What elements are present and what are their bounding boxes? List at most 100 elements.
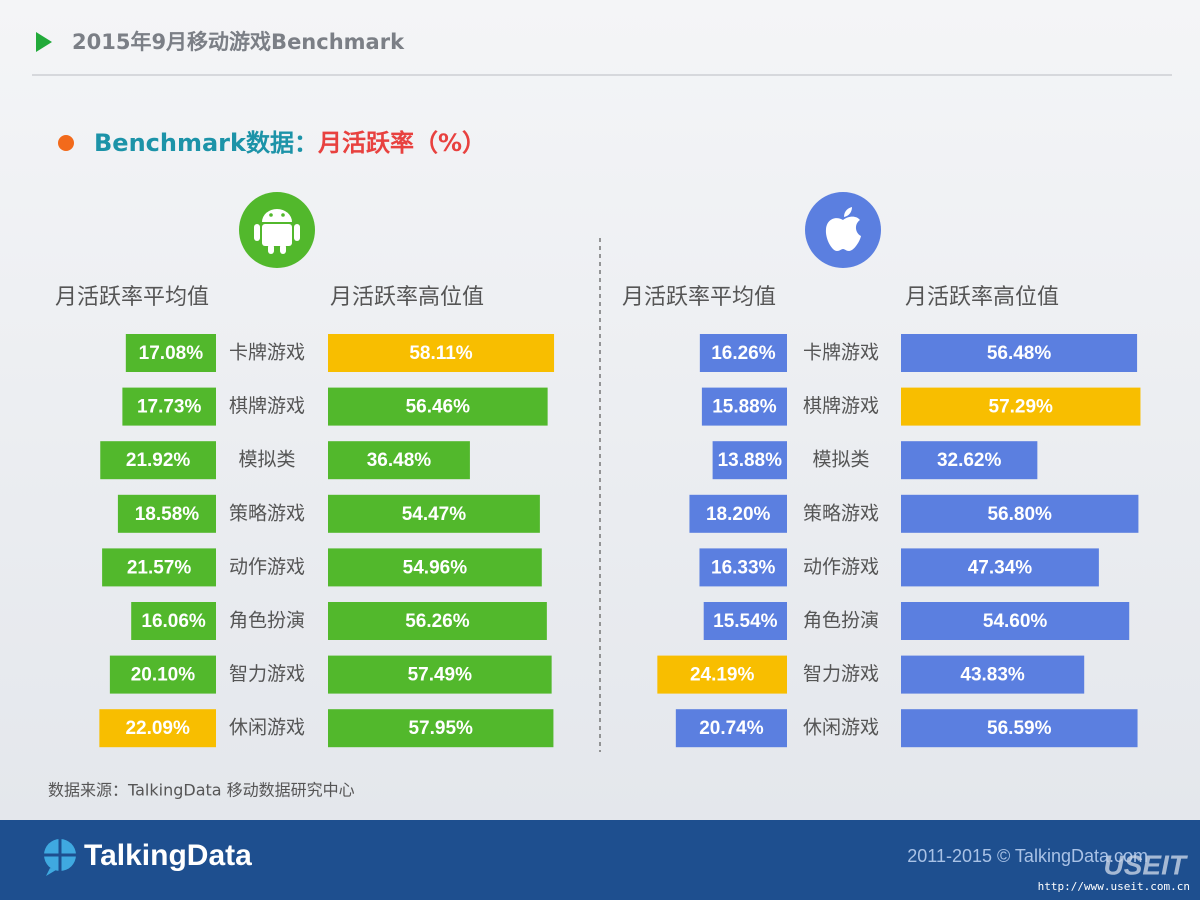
category-label: 模拟类 [238, 449, 295, 471]
bar [102, 548, 216, 587]
category-label: 角色扮演 [803, 610, 879, 632]
data-label: 43.83% [960, 665, 1025, 686]
data-label: 21.92% [126, 450, 191, 471]
category-label: 角色扮演 [229, 610, 305, 632]
bar [901, 548, 1099, 587]
data-label: 15.54% [713, 611, 778, 632]
bar [689, 494, 787, 533]
data-label: 56.48% [987, 343, 1052, 364]
series-header: 月活跃率平均值 [55, 285, 209, 310]
category-label: 休闲游戏 [229, 717, 305, 739]
bullet [58, 135, 74, 151]
data-label: 56.80% [987, 504, 1052, 525]
data-label: 57.95% [408, 718, 473, 739]
bar [901, 441, 1038, 480]
series-header: 月活跃率高位值 [330, 285, 484, 310]
bar [328, 441, 470, 480]
data-label: 17.08% [139, 343, 204, 364]
data-label: 54.47% [402, 504, 467, 525]
data-label: 16.33% [711, 557, 776, 578]
subtitle-lead: Benchmark数据： [94, 129, 318, 157]
data-label: 20.10% [131, 665, 196, 686]
bar [328, 334, 555, 372]
data-label: 36.48% [367, 450, 432, 471]
bar [100, 441, 216, 480]
bar [901, 494, 1139, 533]
logo-mark [44, 839, 76, 876]
data-label: 56.59% [987, 718, 1052, 739]
bar [328, 602, 547, 640]
android-icon [239, 192, 315, 268]
source: 数据来源：TalkingData 移动数据研究中心 [48, 781, 355, 800]
category-label: 模拟类 [812, 449, 869, 471]
data-label: 15.88% [712, 397, 777, 418]
category-label: 策略游戏 [803, 502, 879, 524]
category-label: 动作游戏 [803, 556, 879, 578]
data-label: 57.49% [408, 665, 473, 686]
bar [328, 709, 554, 748]
data-label: 32.62% [937, 450, 1002, 471]
data-label: 18.20% [706, 504, 771, 525]
category-label: 棋牌游戏 [229, 395, 305, 417]
bar [712, 441, 787, 480]
series-header: 月活跃率平均值 [622, 285, 776, 310]
bar [675, 709, 787, 748]
bar [699, 334, 787, 372]
data-label: 20.74% [699, 718, 764, 739]
bar [328, 387, 548, 426]
category-label: 卡牌游戏 [229, 342, 305, 364]
subtitle-metric: 月活跃率（%） [317, 129, 486, 157]
category-label: 卡牌游戏 [803, 342, 879, 364]
data-label: 54.96% [403, 557, 468, 578]
bar [328, 548, 542, 587]
data-label: 13.88% [718, 450, 783, 471]
data-label: 56.26% [405, 611, 470, 632]
bar [122, 387, 216, 426]
bar [703, 602, 787, 640]
footer-copyright: 2011-2015 © TalkingData.com [907, 846, 1148, 866]
category-label: 休闲游戏 [803, 717, 879, 739]
subtitle: Benchmark数据：月活跃率（%） [94, 129, 486, 157]
data-label: 16.06% [141, 611, 206, 632]
category-label: 智力游戏 [229, 663, 305, 685]
watermark: USEIT [1104, 849, 1189, 880]
data-label: 47.34% [968, 557, 1033, 578]
data-label: 58.11% [409, 343, 472, 364]
bar [117, 494, 216, 533]
watermark-url: http://www.useit.com.cn [1038, 880, 1190, 893]
data-label: 18.58% [135, 504, 200, 525]
apple-icon [805, 192, 881, 268]
data-label: 54.60% [983, 611, 1048, 632]
bar [125, 334, 216, 372]
data-label: 56.46% [406, 397, 471, 418]
bar [328, 494, 540, 533]
data-label: 21.57% [127, 557, 192, 578]
footer-logo: TalkingData [84, 839, 252, 872]
bar [901, 709, 1138, 748]
data-label: 22.09% [125, 718, 190, 739]
bar [657, 655, 787, 694]
series-header: 月活跃率高位值 [905, 285, 1059, 310]
data-label: 16.26% [711, 343, 776, 364]
bar [109, 655, 216, 694]
bar [901, 655, 1085, 694]
bar [901, 387, 1141, 426]
bar [901, 602, 1130, 640]
bar [699, 548, 787, 587]
category-label: 策略游戏 [229, 502, 305, 524]
data-label: 24.19% [690, 665, 755, 686]
bar [99, 709, 216, 748]
category-label: 智力游戏 [803, 663, 879, 685]
category-label: 动作游戏 [229, 556, 305, 578]
category-label: 棋牌游戏 [803, 395, 879, 417]
bar [131, 602, 216, 640]
bar [701, 387, 787, 426]
data-label: 17.73% [137, 397, 202, 418]
bar [328, 655, 552, 694]
footer-band [0, 820, 1200, 900]
bar [901, 334, 1138, 372]
data-label: 57.29% [989, 397, 1054, 418]
page-title: 2015年9月移动游戏Benchmark [72, 30, 405, 54]
title-marker [36, 32, 52, 52]
